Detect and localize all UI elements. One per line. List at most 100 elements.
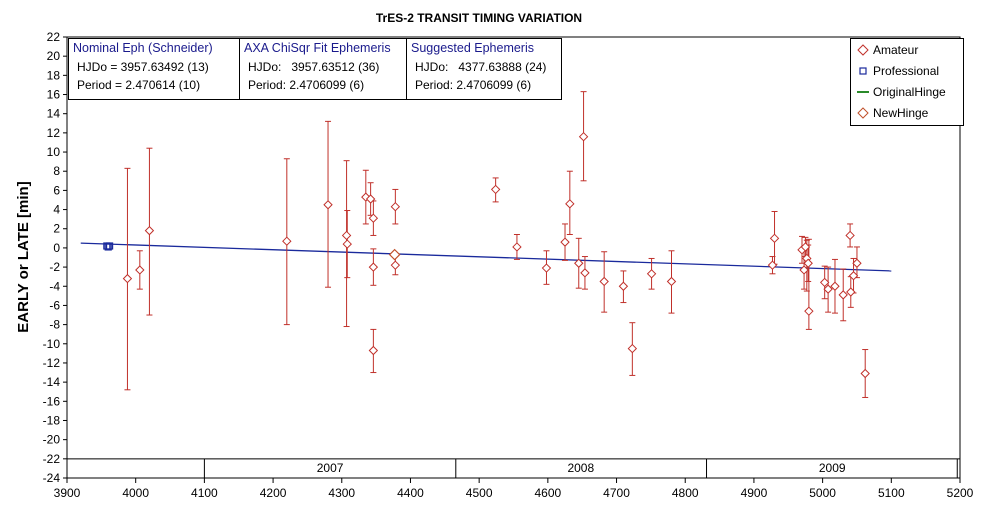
legend-label: Amateur	[873, 43, 919, 57]
amateur-point	[490, 184, 501, 195]
amateur-point	[342, 239, 352, 249]
amateur-point	[845, 230, 855, 241]
x-tick-label: 5100	[878, 486, 905, 500]
y-tick-label: 20	[47, 49, 61, 63]
legend-label: Professional	[873, 64, 940, 78]
diamond-marker-icon	[857, 44, 869, 56]
chart-legend: Amateur Professional OriginalHinge NewHi…	[850, 38, 964, 126]
amateur-point	[135, 265, 145, 275]
info-box-header: Suggested Ephemeris	[411, 41, 534, 55]
info-box-line: HJDo: 3957.63512 (36)	[248, 60, 380, 74]
x-tick-label: 4000	[122, 486, 149, 500]
y-tick-label: -22	[43, 452, 61, 466]
amateur-point	[666, 276, 677, 287]
info-box-line: Period: 2.4706099 (6)	[415, 78, 532, 92]
y-axis-label: EARLY or LATE [min]	[15, 181, 32, 332]
y-tick-label: -20	[43, 433, 61, 447]
amateur-point	[361, 192, 371, 202]
y-tick-label: -18	[43, 413, 61, 427]
amateur-point	[390, 201, 401, 212]
y-tick-label: -4	[49, 279, 60, 293]
y-tick-label: 16	[47, 88, 61, 102]
amateur-point	[823, 284, 833, 294]
y-tick-label: -14	[43, 375, 61, 389]
amateur-point	[580, 268, 590, 278]
x-tick-label: 3900	[54, 486, 81, 500]
legend-item-newhinge: NewHinge	[857, 105, 928, 121]
amateur-point	[848, 271, 859, 281]
info-box-suggested: Suggested Ephemeris HJDo: 4377.63888 (24…	[406, 38, 562, 100]
info-box-header: Nominal Eph (Schneider)	[73, 41, 213, 55]
amateur-point	[767, 260, 778, 270]
square-marker-icon	[859, 67, 867, 75]
info-box-line: Period = 2.470614 (10)	[77, 78, 201, 92]
y-tick-label: 6	[53, 183, 60, 197]
amateur-point	[838, 290, 848, 300]
x-tick-label: 4200	[260, 486, 287, 500]
amateur-point	[627, 343, 638, 354]
newhinge-point	[388, 248, 401, 261]
amateur-point	[769, 233, 780, 244]
x-tick-label: 4100	[191, 486, 218, 500]
x-tick-label: 4300	[328, 486, 355, 500]
line-marker-icon	[857, 91, 869, 93]
y-tick-label: 10	[47, 145, 61, 159]
amateur-point	[819, 277, 830, 288]
amateur-point	[830, 281, 840, 291]
amateur-point	[282, 236, 292, 246]
amateur-point	[846, 287, 856, 297]
y-tick-label: 18	[47, 68, 61, 82]
y-tick-label: 0	[53, 241, 60, 255]
y-tick-label: 22	[47, 30, 61, 44]
amateur-point	[852, 258, 862, 268]
amateur-point	[368, 345, 379, 356]
professional-point	[104, 243, 112, 251]
amateur-point	[860, 368, 870, 379]
amateur-point	[578, 131, 589, 142]
year-axis: 2007 2008 2009	[67, 458, 960, 478]
info-box-nominal: Nominal Eph (Schneider) HJDo = 3957.6349…	[68, 38, 240, 100]
y-tick-label: -12	[43, 356, 61, 370]
year-label: 2007	[317, 461, 344, 475]
y-tick-label: 8	[53, 164, 60, 178]
info-box-axa: AXA ChiSqr Fit Ephemeris HJDo: 3957.6351…	[239, 38, 407, 100]
y-tick-label: -10	[43, 337, 61, 351]
y-tick-label: 14	[47, 107, 61, 121]
amateur-point	[799, 265, 809, 275]
y-tick-label: 4	[53, 203, 60, 217]
amateur-point	[390, 260, 401, 270]
amateur-point	[803, 258, 813, 268]
data-points	[103, 131, 870, 379]
x-tick-label: 4900	[741, 486, 768, 500]
amateur-point	[560, 237, 570, 247]
info-box-header: AXA ChiSqr Fit Ephemeris	[244, 41, 391, 55]
amateur-point	[144, 225, 155, 236]
amateur-point	[599, 276, 609, 287]
x-tick-label: 5200	[947, 486, 974, 500]
y-axis: 2220181614121086420-2-4-6-8-10-12-14-16-…	[43, 30, 67, 485]
year-label: 2009	[819, 461, 846, 475]
amateur-point	[323, 200, 333, 210]
info-box-line: Period: 2.4706099 (6)	[248, 78, 365, 92]
x-tick-label: 5000	[809, 486, 836, 500]
amateur-point	[368, 262, 379, 272]
x-tick-label: 4500	[466, 486, 493, 500]
info-box-line: HJDo = 3957.63492 (13)	[77, 60, 209, 74]
amateur-point	[574, 258, 584, 268]
fit-line	[80, 242, 892, 272]
amateur-point	[541, 263, 552, 273]
amateur-point	[512, 242, 522, 252]
amateur-point	[565, 199, 575, 209]
chart-title: TrES-2 TRANSIT TIMING VARIATION	[376, 11, 582, 25]
year-label: 2008	[567, 461, 594, 475]
legend-item-amateur: Amateur	[857, 42, 918, 58]
x-tick-label: 4700	[603, 486, 630, 500]
professional-point	[105, 242, 114, 250]
amateur-point	[646, 269, 657, 279]
info-box-line: HJDo: 4377.63888 (24)	[415, 60, 547, 74]
x-tick-label: 4400	[397, 486, 424, 500]
amateur-point	[368, 213, 379, 223]
amateur-point	[804, 306, 814, 316]
y-tick-label: -2	[49, 260, 60, 274]
